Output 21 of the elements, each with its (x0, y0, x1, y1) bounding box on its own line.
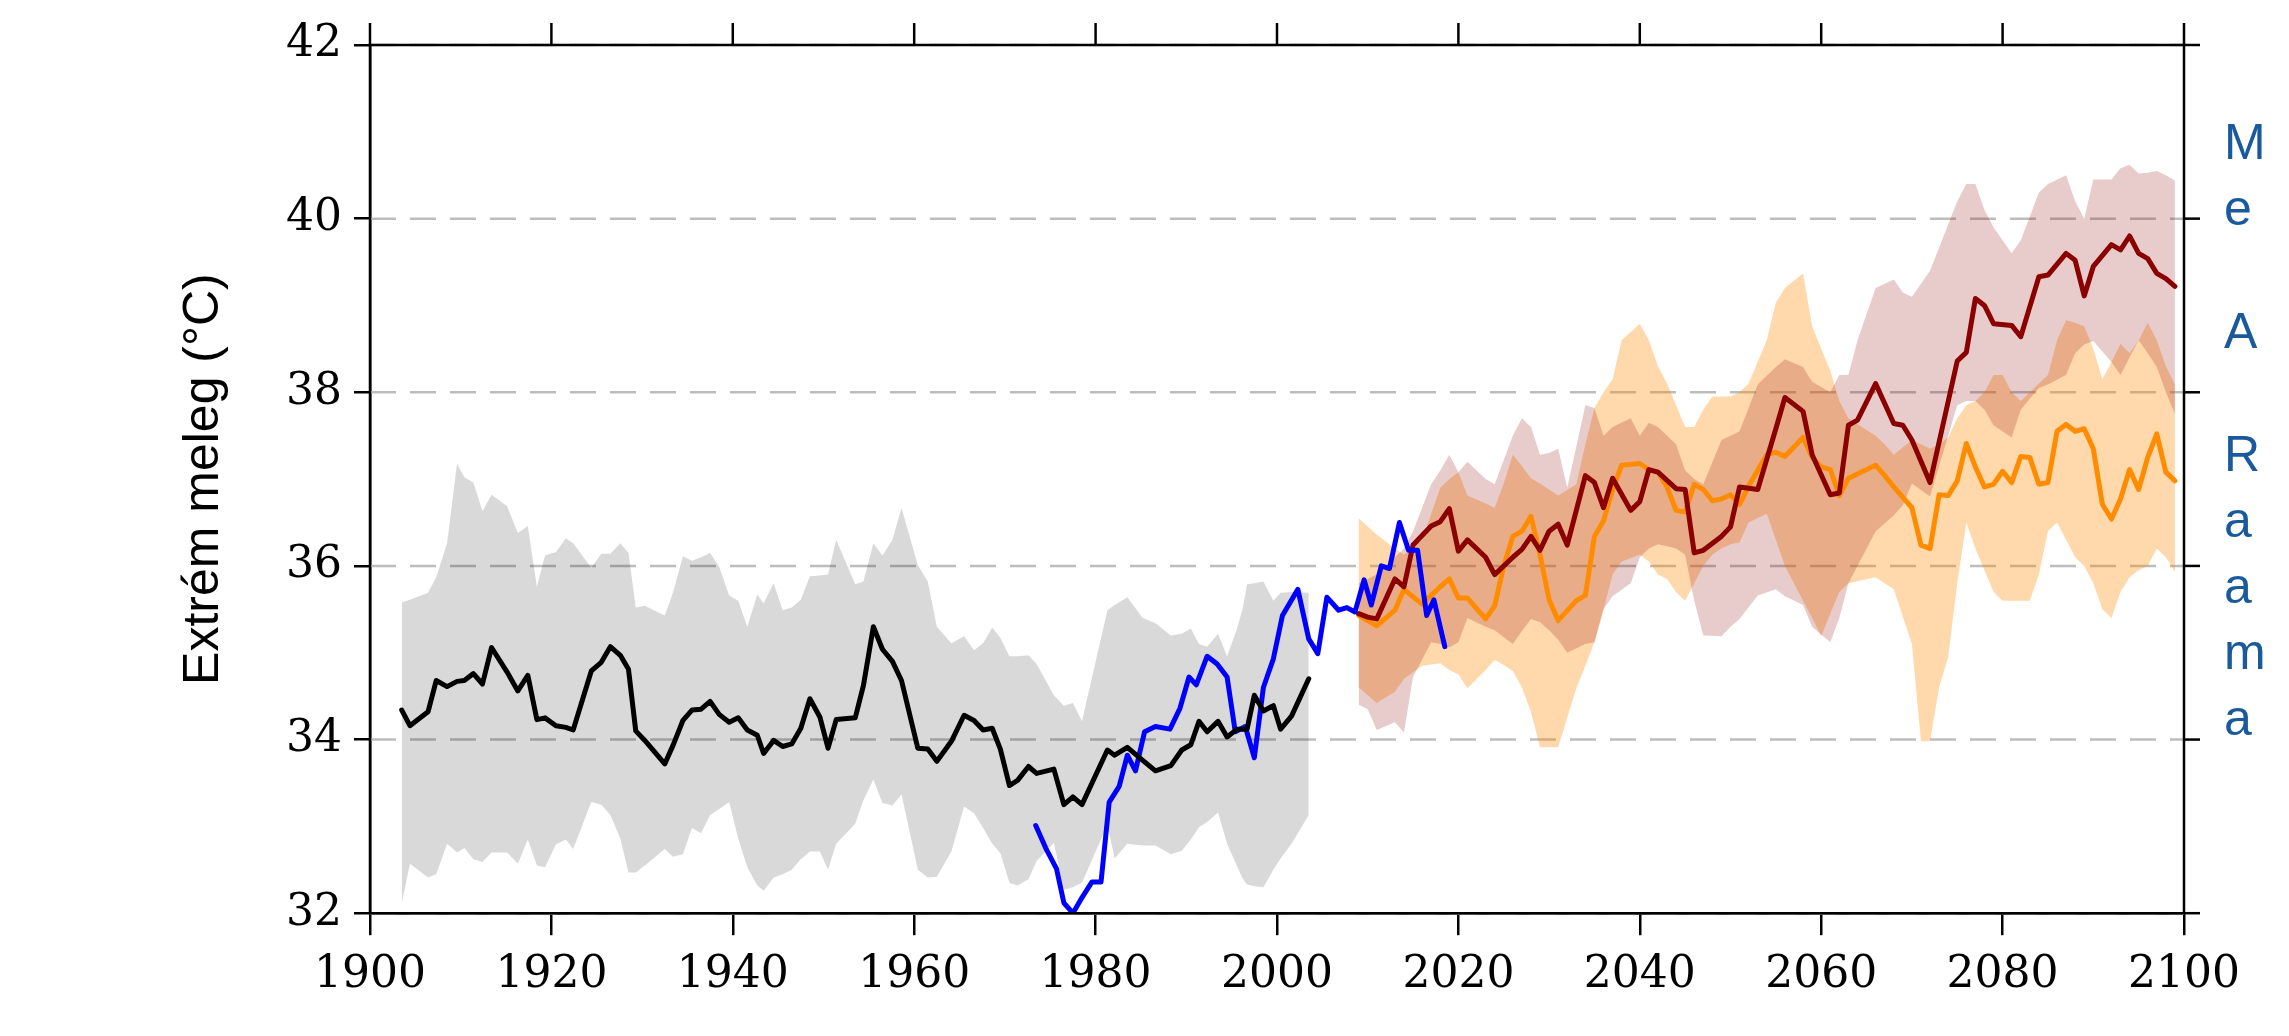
y-tick-label: 32 (285, 883, 342, 935)
x-tick-label: 2080 (1946, 946, 2059, 998)
x-tick-label: 2040 (1583, 946, 1696, 998)
x-tick-label: 2020 (1402, 946, 1515, 998)
x-tick-label: 1960 (858, 946, 971, 998)
y-tick-label: 40 (285, 189, 342, 241)
x-tick-label: 2060 (1765, 946, 1878, 998)
x-tick-label: 1900 (314, 946, 426, 998)
y-tick-label: 42 (285, 15, 342, 67)
x-tick-label: 1940 (676, 946, 789, 998)
x-tick-label: 2000 (1221, 946, 1333, 998)
y-tick-label: 34 (285, 710, 342, 761)
y-tick-label: 36 (285, 536, 342, 588)
y-axis-title: Extrém meleg (°C) (172, 273, 229, 685)
x-tick-label: 2100 (2128, 946, 2240, 998)
x-tick-label: 1980 (1039, 946, 1152, 998)
text: M e (2224, 113, 2266, 236)
text: A (2224, 302, 2258, 359)
text: R a a m a (2224, 425, 2266, 746)
y-tick-label: 38 (285, 362, 342, 414)
x-tick-label: 1920 (495, 946, 608, 998)
